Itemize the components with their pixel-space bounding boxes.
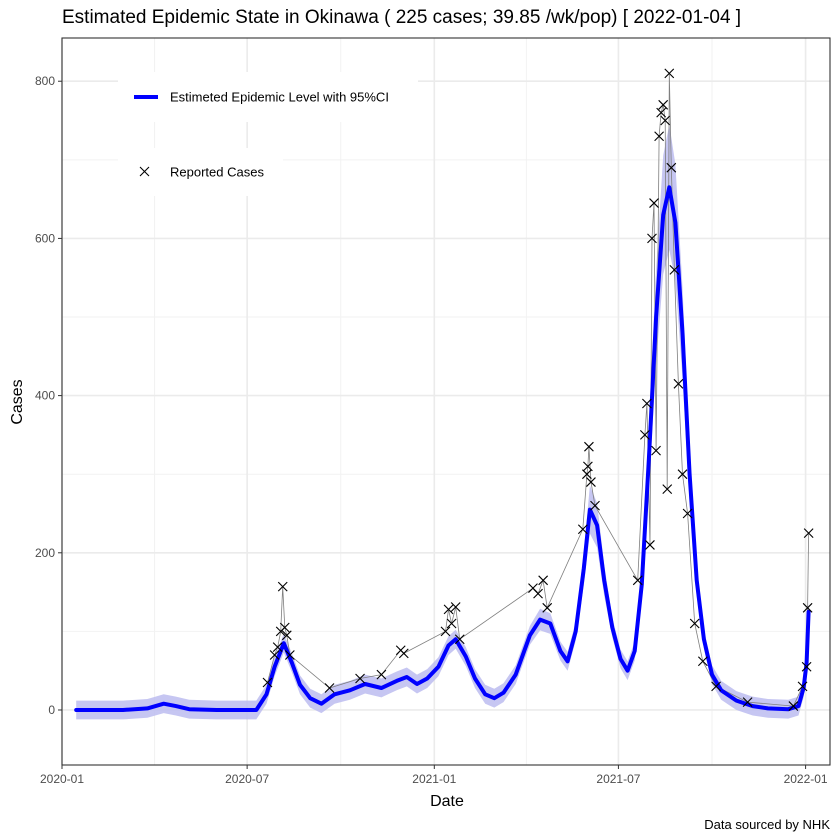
reported-case-marker: [801, 661, 812, 672]
reported-case-marker: [590, 500, 600, 511]
reported-case-marker: [660, 115, 671, 126]
reported-case-marker: [677, 469, 688, 480]
x-tick-label: 2022-01: [784, 772, 828, 786]
reported-case-marker: [277, 581, 288, 592]
reported-case-marker: [443, 604, 454, 615]
reported-case-marker: [658, 99, 669, 110]
reported-case-marker: [651, 445, 661, 456]
reported-case-marker: [269, 650, 280, 660]
reported-case-marker: [586, 477, 596, 487]
reported-case-marker: [654, 131, 664, 142]
reported-case-marker: [639, 430, 650, 440]
estimated-level-line: [74, 185, 811, 712]
reported-case-marker: [355, 673, 365, 684]
reported-case-marker: [697, 656, 708, 667]
legend-reported-key: [139, 166, 150, 177]
reported-case-marker: [583, 461, 593, 472]
chart-title: Estimated Epidemic State in Okinawa ( 22…: [62, 7, 741, 28]
reported-case-marker: [272, 642, 283, 652]
legend-key-background: [118, 72, 418, 122]
y-axis-title: Cases: [9, 379, 26, 424]
reported-case-marker: [446, 618, 457, 629]
reported-case-marker: [376, 669, 387, 680]
legend-reported-label: Reported Cases: [170, 165, 264, 180]
y-tick-label: 400: [35, 389, 55, 403]
reported-case-marker: [689, 618, 700, 629]
reported-case-marker: [788, 701, 799, 711]
reported-case-marker: [742, 697, 753, 708]
reported-case-marker: [398, 648, 409, 659]
reported-case-marker: [642, 398, 652, 409]
reported-case-marker: [440, 626, 451, 637]
x-tick-label: 2020-01: [40, 772, 84, 786]
reported-case-marker: [656, 107, 667, 118]
reported-case-marker: [584, 441, 594, 452]
reported-case-marker: [542, 602, 553, 613]
reported-case-marker: [324, 683, 335, 693]
reported-case-marker: [802, 602, 813, 613]
reported-case-marker: [279, 622, 290, 633]
reported-case-marker: [669, 264, 680, 275]
reported-case-marker: [666, 162, 677, 173]
legend: Estimeted Epidemic Level with 95%CI Repor…: [118, 72, 418, 196]
reported-case-marker: [281, 630, 292, 641]
reported-case-marker: [649, 198, 659, 208]
reported-case-marker: [711, 681, 721, 692]
reported-case-marker: [662, 484, 673, 495]
y-tick-label: 0: [48, 703, 55, 717]
y-tick-label: 200: [35, 546, 55, 560]
x-tick-label: 2020-07: [225, 772, 269, 786]
x-tick-label: 2021-07: [596, 772, 640, 786]
y-tick-label: 600: [35, 231, 55, 245]
caption: Data sourced by NHK: [704, 817, 830, 832]
reported-case-marker: [645, 540, 655, 550]
legend-estimate-label: Estimeted Epidemic Level with 95%CI: [170, 90, 389, 105]
reported-case-marker: [577, 524, 588, 535]
reported-case-marker: [673, 378, 684, 389]
panel-border: [61, 37, 831, 766]
x-tick-label: 2021-01: [412, 772, 456, 786]
x-axis-title: Date: [430, 793, 464, 810]
reported-case-marker: [581, 469, 592, 480]
reported-case-marker: [538, 575, 549, 586]
reported-case-marker: [664, 68, 675, 79]
reported-case-marker: [454, 634, 465, 645]
reported-case-marker: [632, 575, 643, 586]
reported-case-marker: [262, 677, 273, 688]
y-tick-label: 800: [35, 74, 55, 88]
reported-case-marker: [803, 528, 814, 539]
reported-case-marker: [647, 233, 657, 244]
reported-case-marker: [533, 588, 543, 599]
reported-case-marker: [797, 681, 808, 692]
reported-case-marker: [284, 650, 295, 660]
reported-case-marker: [450, 602, 461, 612]
reported-case-marker: [682, 508, 693, 519]
